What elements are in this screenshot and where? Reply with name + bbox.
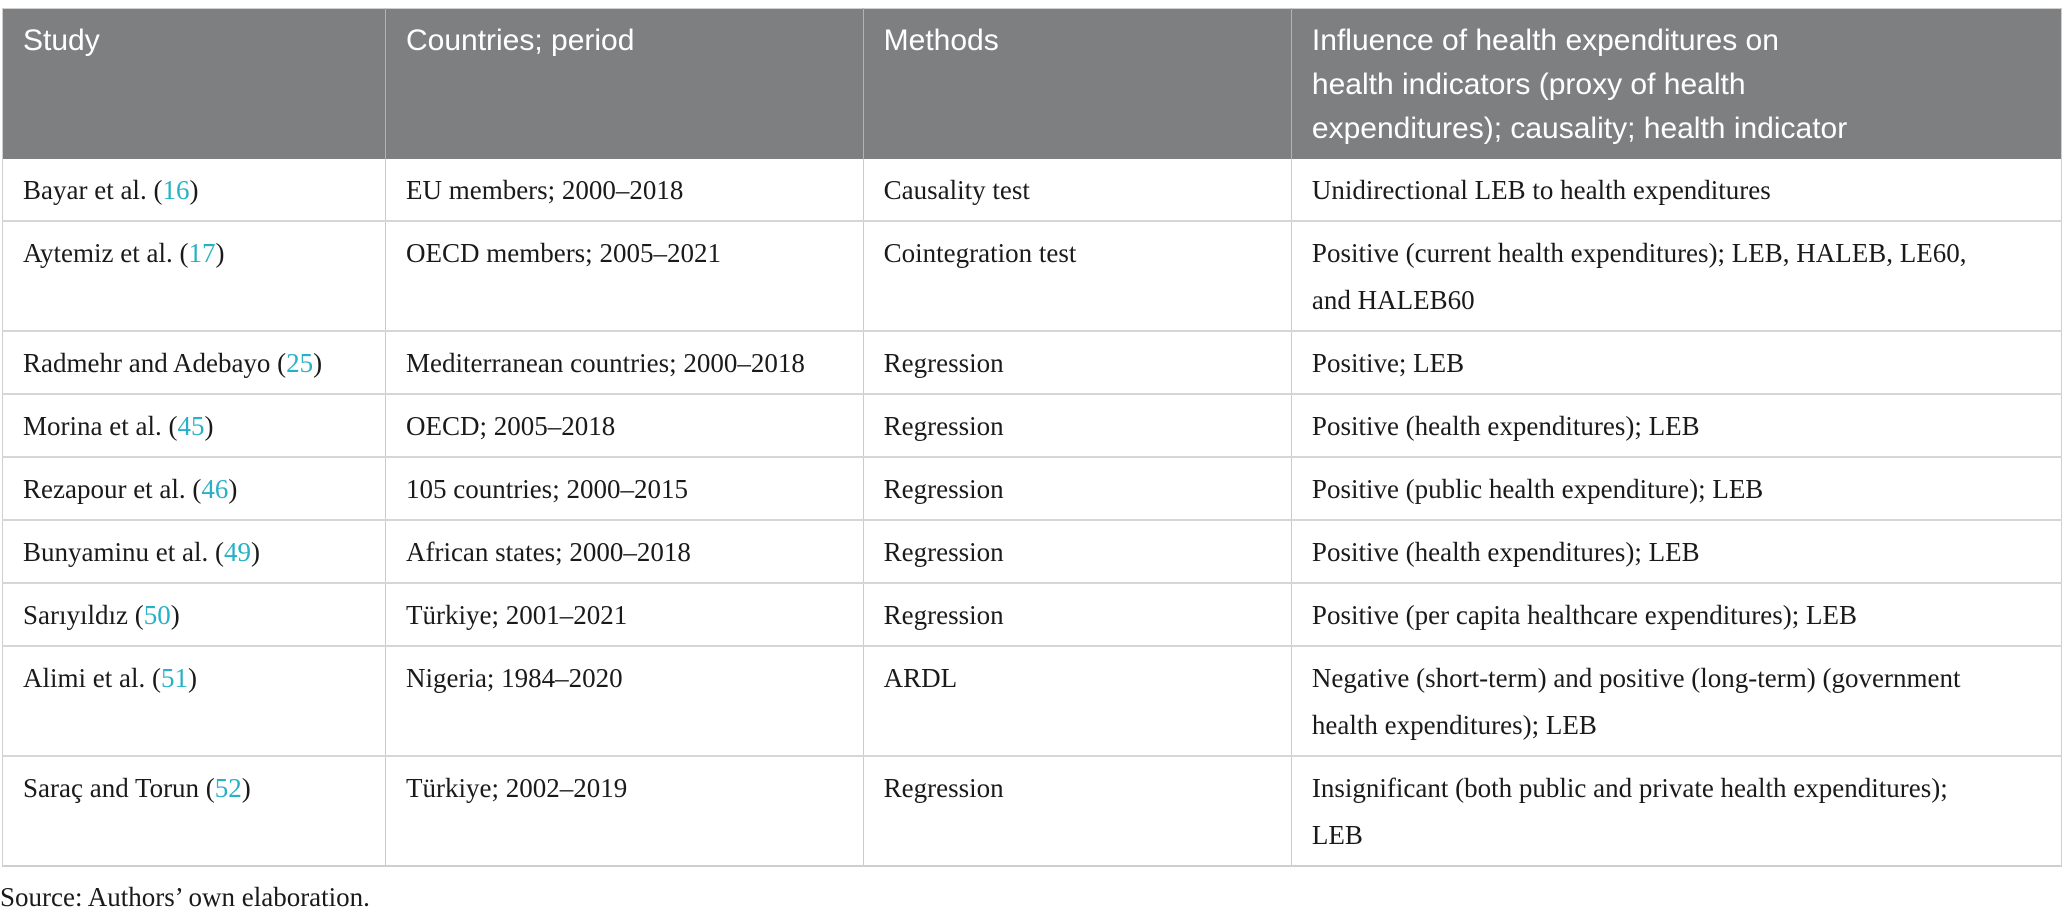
study-text: Saraç and Torun ( (23, 773, 215, 803)
study-text: ) (204, 411, 214, 441)
study-text: ) (313, 348, 323, 378)
studies-table: Study Countries; period Methods Influenc… (2, 8, 2062, 867)
study-text: ) (215, 238, 225, 268)
influence-cell: Insignificant (both public and private h… (1291, 756, 2062, 867)
influence-cell: Positive (current health expenditures); … (1291, 221, 2062, 332)
study-cell: Bunyaminu et al. (49) (2, 520, 386, 584)
column-header-methods: Methods (862, 8, 1292, 159)
study-cell: Aytemiz et al. (17) (2, 221, 386, 332)
table-row: Bunyaminu et al. (49) African states; 20… (2, 520, 2062, 584)
countries-cell: EU members; 2000–2018 (385, 159, 864, 222)
citation-ref-link[interactable]: 46 (201, 474, 229, 504)
study-text: Bayar et al. ( (23, 175, 163, 205)
methods-cell: Cointegration test (863, 221, 1292, 332)
methods-cell: Regression (863, 756, 1292, 867)
study-text: Rezapour et al. ( (23, 474, 202, 504)
citation-ref-link[interactable]: 50 (143, 600, 171, 630)
study-text: Sarıyıldız ( (23, 600, 144, 630)
source-note: Source: Authors’ own elaboration. (0, 882, 370, 912)
countries-cell: Mediterranean countries; 2000–2018 (385, 331, 864, 395)
citation-ref-link[interactable]: 51 (160, 663, 188, 693)
table-row: Morina et al. (45) OECD; 2005–2018 Regre… (2, 394, 2062, 458)
table-row: Rezapour et al. (46) 105 countries; 2000… (2, 457, 2062, 521)
column-header-influence: Influence of health expenditures on heal… (1290, 8, 2062, 159)
influence-cell: Unidirectional LEB to health expenditure… (1291, 159, 2062, 222)
study-cell: Saraç and Torun (52) (2, 756, 386, 867)
table-row: Saraç and Torun (52) Türkiye; 2002–2019 … (2, 756, 2062, 867)
study-text: ) (189, 175, 199, 205)
methods-cell: Regression (863, 583, 1292, 647)
study-text: ) (250, 537, 260, 567)
study-text: Radmehr and Adebayo ( (23, 348, 287, 378)
studies-table-container: Study Countries; period Methods Influenc… (2, 8, 2062, 867)
methods-cell: Regression (863, 331, 1292, 395)
citation-ref-link[interactable]: 52 (214, 773, 242, 803)
study-text: Aytemiz et al. ( (23, 238, 189, 268)
influence-cell: Positive (health expenditures); LEB (1291, 520, 2062, 584)
countries-cell: OECD; 2005–2018 (385, 394, 864, 458)
influence-cell: Positive (public health expenditure); LE… (1291, 457, 2062, 521)
citation-ref-link[interactable]: 17 (188, 238, 216, 268)
citation-ref-link[interactable]: 25 (286, 348, 314, 378)
countries-cell: OECD members; 2005–2021 (385, 221, 864, 332)
methods-cell: Regression (863, 520, 1292, 584)
study-cell: Morina et al. (45) (2, 394, 386, 458)
countries-cell: 105 countries; 2000–2015 (385, 457, 864, 521)
study-text: Morina et al. ( (23, 411, 178, 441)
citation-ref-link[interactable]: 45 (177, 411, 205, 441)
header-row: Study Countries; period Methods Influenc… (2, 8, 2062, 159)
influence-cell: Positive; LEB (1291, 331, 2062, 395)
table-row: Alimi et al. (51) Nigeria; 1984–2020 ARD… (2, 646, 2062, 757)
study-cell: Bayar et al. (16) (2, 159, 386, 222)
study-cell: Alimi et al. (51) (2, 646, 386, 757)
methods-cell: Regression (863, 394, 1292, 458)
methods-cell: Regression (863, 457, 1292, 521)
study-cell: Rezapour et al. (46) (2, 457, 386, 521)
citation-ref-link[interactable]: 16 (162, 175, 190, 205)
countries-cell: Türkiye; 2001–2021 (385, 583, 864, 647)
column-header-countries-period: Countries; period (384, 8, 864, 159)
study-cell: Radmehr and Adebayo (25) (2, 331, 386, 395)
citation-ref-link[interactable]: 49 (223, 537, 251, 567)
study-text: Alimi et al. ( (23, 663, 161, 693)
countries-cell: African states; 2000–2018 (385, 520, 864, 584)
influence-cell: Negative (short-term) and positive (long… (1291, 646, 2062, 757)
influence-cell: Positive (per capita healthcare expendit… (1291, 583, 2062, 647)
methods-cell: Causality test (863, 159, 1292, 222)
study-cell: Sarıyıldız (50) (2, 583, 386, 647)
study-text: Bunyaminu et al. ( (23, 537, 224, 567)
study-text: ) (228, 474, 238, 504)
study-text: ) (241, 773, 251, 803)
study-text: ) (170, 600, 180, 630)
countries-cell: Nigeria; 1984–2020 (385, 646, 864, 757)
table-row: Bayar et al. (16) EU members; 2000–2018 … (2, 159, 2062, 222)
influence-cell: Positive (health expenditures); LEB (1291, 394, 2062, 458)
table-row: Sarıyıldız (50) Türkiye; 2001–2021 Regre… (2, 583, 2062, 647)
study-text: ) (187, 663, 197, 693)
countries-cell: Türkiye; 2002–2019 (385, 756, 864, 867)
table-row: Radmehr and Adebayo (25) Mediterranean c… (2, 331, 2062, 395)
methods-cell: ARDL (863, 646, 1292, 757)
table-row: Aytemiz et al. (17) OECD members; 2005–2… (2, 221, 2062, 332)
column-header-study: Study (2, 8, 386, 159)
